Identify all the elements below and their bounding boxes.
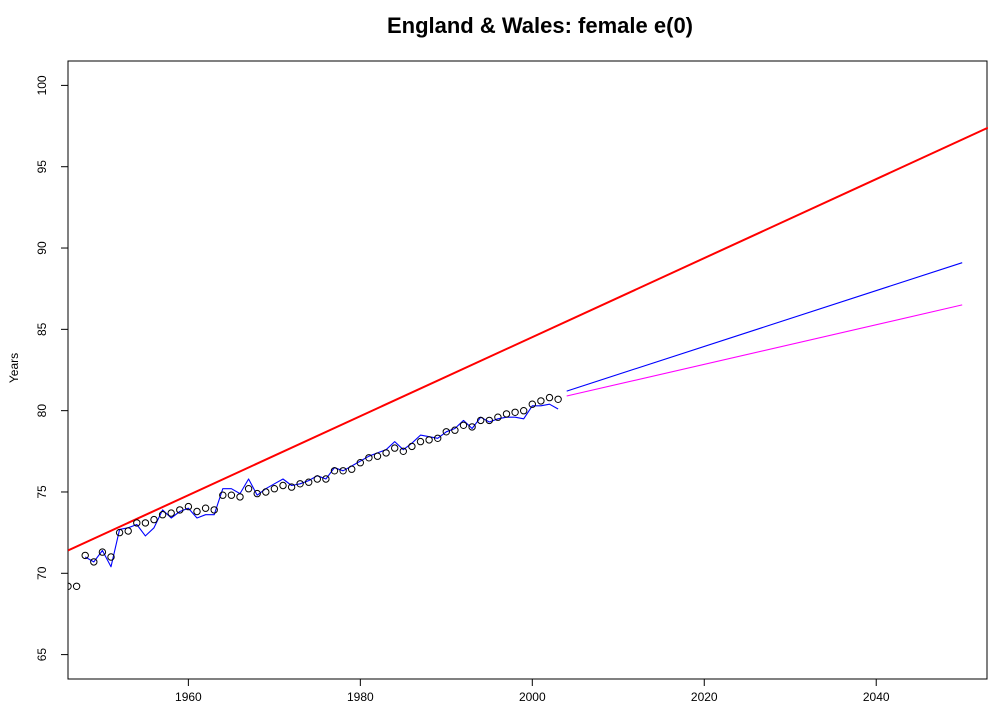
plot-area: 1960 1980 2000 2020 2040 65 70 75 80 85 90 95 100 bbox=[35, 60, 988, 704]
y-tick-label: 70 bbox=[35, 566, 49, 580]
observed-point bbox=[348, 465, 356, 473]
x-tick-label: 2020 bbox=[691, 690, 718, 704]
observed-point bbox=[115, 528, 124, 537]
x-tick-label: 2040 bbox=[863, 690, 890, 704]
data-layer bbox=[68, 126, 988, 590]
observed-point bbox=[141, 519, 150, 527]
observed-point bbox=[494, 413, 502, 421]
y-tick-label: 65 bbox=[35, 648, 49, 662]
series-line-2 bbox=[68, 126, 988, 552]
observed-point bbox=[124, 527, 132, 535]
observed-point bbox=[399, 447, 407, 455]
observed-point bbox=[236, 493, 244, 501]
y-axis-label: Years bbox=[7, 353, 21, 383]
observed-point bbox=[201, 504, 210, 512]
observed-point bbox=[408, 442, 416, 451]
observed-point bbox=[485, 416, 493, 425]
observed-point bbox=[477, 416, 485, 425]
observed-point bbox=[158, 511, 167, 519]
observed-point bbox=[365, 454, 373, 462]
series-line-1 bbox=[84, 403, 559, 568]
observed-point bbox=[313, 475, 321, 483]
observed-point bbox=[176, 506, 184, 514]
observed-point bbox=[150, 515, 158, 524]
observed-point bbox=[554, 395, 562, 403]
plot-frame bbox=[67, 60, 988, 680]
y-tick-label: 75 bbox=[35, 485, 49, 499]
y-tick-label: 90 bbox=[35, 241, 49, 255]
observed-point bbox=[270, 485, 279, 493]
observed-point bbox=[391, 444, 399, 452]
observed-point bbox=[322, 475, 330, 483]
observed-point bbox=[193, 507, 201, 516]
observed-point bbox=[219, 491, 227, 499]
observed-point bbox=[107, 553, 115, 561]
observed-point bbox=[459, 421, 468, 429]
observed-point bbox=[287, 483, 296, 491]
observed-point bbox=[90, 558, 98, 566]
observed-point bbox=[528, 400, 536, 408]
observed-point bbox=[244, 485, 253, 493]
observed-point bbox=[511, 408, 519, 416]
observed-point bbox=[210, 506, 218, 514]
observed-point bbox=[373, 452, 382, 460]
observed-point bbox=[468, 423, 476, 431]
observed-point bbox=[167, 509, 175, 517]
observed-point bbox=[451, 426, 459, 434]
observed-point bbox=[279, 481, 287, 490]
series-line-3 bbox=[566, 262, 963, 392]
chart-title: England & Wales: female e(0) bbox=[387, 13, 693, 38]
observed-point bbox=[262, 488, 270, 496]
y-tick-label: 85 bbox=[35, 322, 49, 336]
observed-point bbox=[133, 519, 141, 527]
observed-point bbox=[356, 459, 364, 467]
y-tick-label: 80 bbox=[35, 404, 49, 418]
observed-point bbox=[434, 434, 442, 442]
x-tick-label: 2000 bbox=[519, 690, 546, 704]
y-tick-label: 95 bbox=[35, 160, 49, 174]
observed-point bbox=[520, 407, 528, 415]
observed-point bbox=[72, 582, 81, 590]
observed-point bbox=[305, 478, 313, 486]
y-tick-label: 100 bbox=[35, 75, 49, 95]
observed-point bbox=[537, 397, 545, 405]
observed-point bbox=[98, 548, 107, 556]
observed-point bbox=[382, 449, 390, 457]
observed-point bbox=[425, 436, 433, 444]
observed-point bbox=[81, 551, 89, 560]
observed-point bbox=[227, 491, 236, 499]
observed-point bbox=[184, 502, 193, 511]
observed-point bbox=[253, 489, 261, 498]
series-line-4 bbox=[566, 304, 963, 397]
observed-point bbox=[502, 410, 511, 418]
observed-point bbox=[339, 467, 347, 475]
x-tick-label: 1960 bbox=[175, 690, 202, 704]
observed-point bbox=[296, 480, 304, 488]
observed-point bbox=[330, 467, 339, 475]
x-tick-label: 1980 bbox=[347, 690, 374, 704]
observed-point bbox=[545, 393, 554, 402]
observed-point bbox=[442, 428, 450, 436]
observed-point bbox=[68, 582, 72, 590]
observed-point bbox=[416, 437, 425, 446]
